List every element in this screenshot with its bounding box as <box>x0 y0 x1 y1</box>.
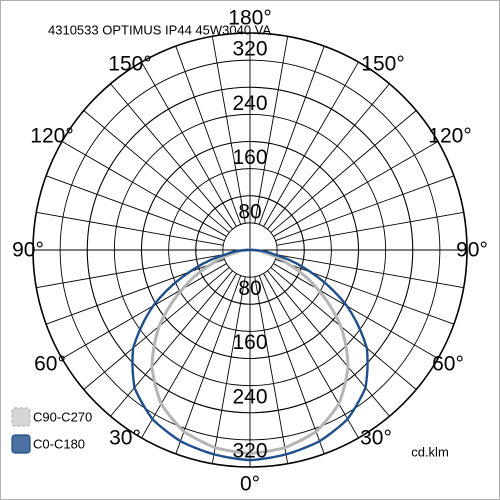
angle-label-150-left: 150° <box>108 53 151 76</box>
angle-label-60-right: 60° <box>432 353 464 376</box>
legend: C90-C270 C0-C180 <box>11 407 92 454</box>
grid-spoke-110 <box>275 175 455 242</box>
legend-swatch-c0-c180 <box>11 434 31 454</box>
angle-label-120-left: 120° <box>30 125 73 148</box>
intensity-curves <box>131 248 369 462</box>
radial-tick-label-lower-160: 160 <box>232 331 267 354</box>
grid-spoke-250 <box>45 175 225 242</box>
radial-tick-label-upper-80: 80 <box>238 200 261 223</box>
grid-spoke-120 <box>273 141 439 237</box>
radial-tick-label-lower-240: 240 <box>232 385 267 408</box>
grid-spoke-20 <box>258 275 325 455</box>
grid-spoke-10 <box>254 276 289 464</box>
radial-tick-label-upper-320: 320 <box>232 38 267 61</box>
unit-label: cd.klm <box>411 445 449 460</box>
grid-spoke-70 <box>275 258 455 325</box>
grid-spoke-220 <box>110 83 233 230</box>
grid-spoke-50 <box>270 267 417 390</box>
polar-grid <box>32 32 468 468</box>
grid-spoke-80 <box>276 254 464 289</box>
chart-title: 4310533 OPTIMUS IP44 45W3040 VA <box>48 23 271 38</box>
angle-label-60-left: 60° <box>34 353 66 376</box>
grid-spoke-130 <box>270 110 417 233</box>
grid-spoke-160 <box>258 45 325 225</box>
grid-spoke-30 <box>263 273 359 439</box>
angle-label-150-right: 150° <box>361 53 404 76</box>
grid-spoke-340 <box>175 275 242 455</box>
grid-spoke-60 <box>273 263 439 359</box>
grid-spoke-210 <box>141 61 237 227</box>
angle-label-30-left: 30° <box>109 427 141 450</box>
grid-spoke-240 <box>61 141 227 237</box>
angle-label-120-right: 120° <box>428 125 471 148</box>
angle-label-30-right: 30° <box>360 427 392 450</box>
legend-label-c0-c180: C0-C180 <box>33 437 85 452</box>
grid-spoke-300 <box>61 263 227 359</box>
grid-spoke-190 <box>211 36 246 224</box>
grid-spoke-40 <box>267 270 390 417</box>
angle-label-180: 180° <box>228 7 271 30</box>
grid-spoke-150 <box>263 61 359 227</box>
legend-label-c90-c270: C90-C270 <box>33 410 92 425</box>
grid-spoke-310 <box>83 267 230 390</box>
grid-spoke-200 <box>175 45 242 225</box>
angle-label-90-left: 90° <box>12 239 44 262</box>
legend-swatch-c90-c270 <box>11 407 31 427</box>
grid-spoke-230 <box>83 110 230 233</box>
series-curve-c0-c180 <box>131 248 369 462</box>
grid-spoke-280 <box>36 254 224 289</box>
grid-spoke-260 <box>36 211 224 246</box>
grid-spoke-290 <box>45 258 225 325</box>
grid-spoke-100 <box>276 211 464 246</box>
grid-spoke-350 <box>211 276 246 464</box>
radial-tick-label-lower-80: 80 <box>238 277 261 300</box>
chart-labels: 80 80 160 160 240 240 320 320 0° 180° 90° 90° 150° 15… <box>12 7 488 496</box>
grid-spoke-170 <box>254 36 289 224</box>
radial-tick-label-upper-160: 160 <box>232 146 267 169</box>
angle-label-90-right: 90° <box>456 239 488 262</box>
radial-tick-label-lower-320: 320 <box>232 440 267 463</box>
grid-spoke-330 <box>141 273 237 439</box>
grid-spoke-140 <box>267 83 390 230</box>
grid-spoke-320 <box>110 270 233 417</box>
radial-tick-label-upper-240: 240 <box>232 92 267 115</box>
angle-label-0: 0° <box>240 473 260 496</box>
